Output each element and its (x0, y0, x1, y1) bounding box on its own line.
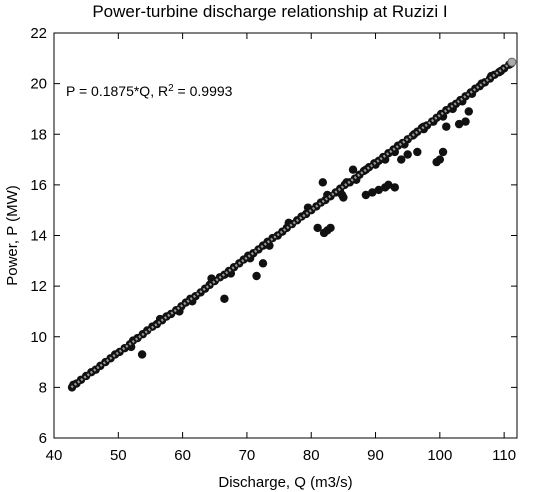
data-point (348, 165, 358, 174)
data-point (265, 241, 274, 250)
data-point (429, 117, 438, 126)
data-point (126, 342, 136, 352)
y-tick-label: 10 (30, 329, 47, 346)
data-point (374, 185, 383, 195)
data-point (361, 165, 371, 174)
data-point (137, 350, 147, 359)
data-point (245, 254, 255, 263)
data-point (207, 274, 216, 283)
annotation-equation: P = 0.1875*Q, R (66, 83, 168, 99)
x-tick-label: 50 (110, 447, 127, 464)
data-point (438, 112, 448, 121)
data-point (339, 193, 348, 202)
data-point (413, 147, 422, 157)
data-point (252, 271, 261, 281)
y-tick-label: 22 (30, 25, 47, 42)
data-point (419, 122, 428, 131)
y-tick-label: 16 (30, 177, 47, 194)
data-point (313, 223, 322, 233)
data-point (403, 150, 412, 159)
data-point (220, 294, 229, 303)
data-point (352, 175, 361, 185)
data-point (380, 155, 390, 164)
data-point (464, 107, 473, 116)
data-point (318, 178, 327, 187)
data-point (326, 223, 335, 233)
data-point (458, 97, 467, 106)
data-point (226, 269, 236, 278)
annotation-superscript: 2 (168, 83, 174, 94)
data-point (438, 147, 448, 157)
fit-equation-annotation: P = 0.1875*Q, R2 = 0.9993 (66, 83, 233, 100)
fit-line (70, 61, 513, 389)
data-point (435, 155, 445, 164)
data-point (400, 140, 409, 149)
data-point (155, 314, 165, 324)
y-tick-label: 12 (30, 278, 47, 295)
x-tick-label: 100 (427, 447, 452, 464)
x-axis-label: Discharge, Q (m3/s) (218, 474, 352, 491)
y-tick-label: 6 (39, 430, 47, 447)
data-point (390, 147, 400, 157)
y-tick-label: 20 (30, 76, 47, 93)
data-point (454, 119, 464, 129)
annotation-value: = 0.9993 (174, 83, 233, 99)
y-axis-label: Power, P (MW) (4, 185, 21, 286)
x-tick-label: 110 (492, 447, 516, 464)
fit-endpoint-marker (507, 57, 517, 67)
data-point (487, 71, 496, 81)
data-point (390, 183, 400, 192)
data-point (448, 104, 457, 114)
x-tick-label: 70 (239, 447, 256, 464)
chart-title: Power-turbine discharge relationship at … (92, 2, 448, 21)
data-point (258, 259, 268, 268)
y-tick-label: 14 (30, 228, 47, 245)
x-tick-label: 60 (174, 447, 191, 464)
y-tick-label: 8 (39, 379, 47, 396)
data-point (442, 122, 451, 131)
data-point (384, 180, 393, 190)
y-axis-ticks: 6 8 10 12 14 16 18 20 22 (30, 25, 517, 447)
x-axis-ticks: 40 50 60 70 80 90 100 110 (46, 33, 516, 464)
data-point (175, 307, 184, 316)
data-point (371, 160, 380, 169)
data-point (397, 155, 406, 164)
x-tick-label: 90 (367, 447, 384, 464)
y-tick-label: 18 (30, 126, 47, 143)
data-point (368, 188, 377, 197)
x-tick-label: 40 (46, 447, 63, 464)
data-point (461, 117, 470, 126)
data-point (188, 297, 197, 306)
x-tick-label: 80 (303, 447, 320, 464)
data-point (323, 190, 332, 200)
data-point (361, 190, 371, 200)
